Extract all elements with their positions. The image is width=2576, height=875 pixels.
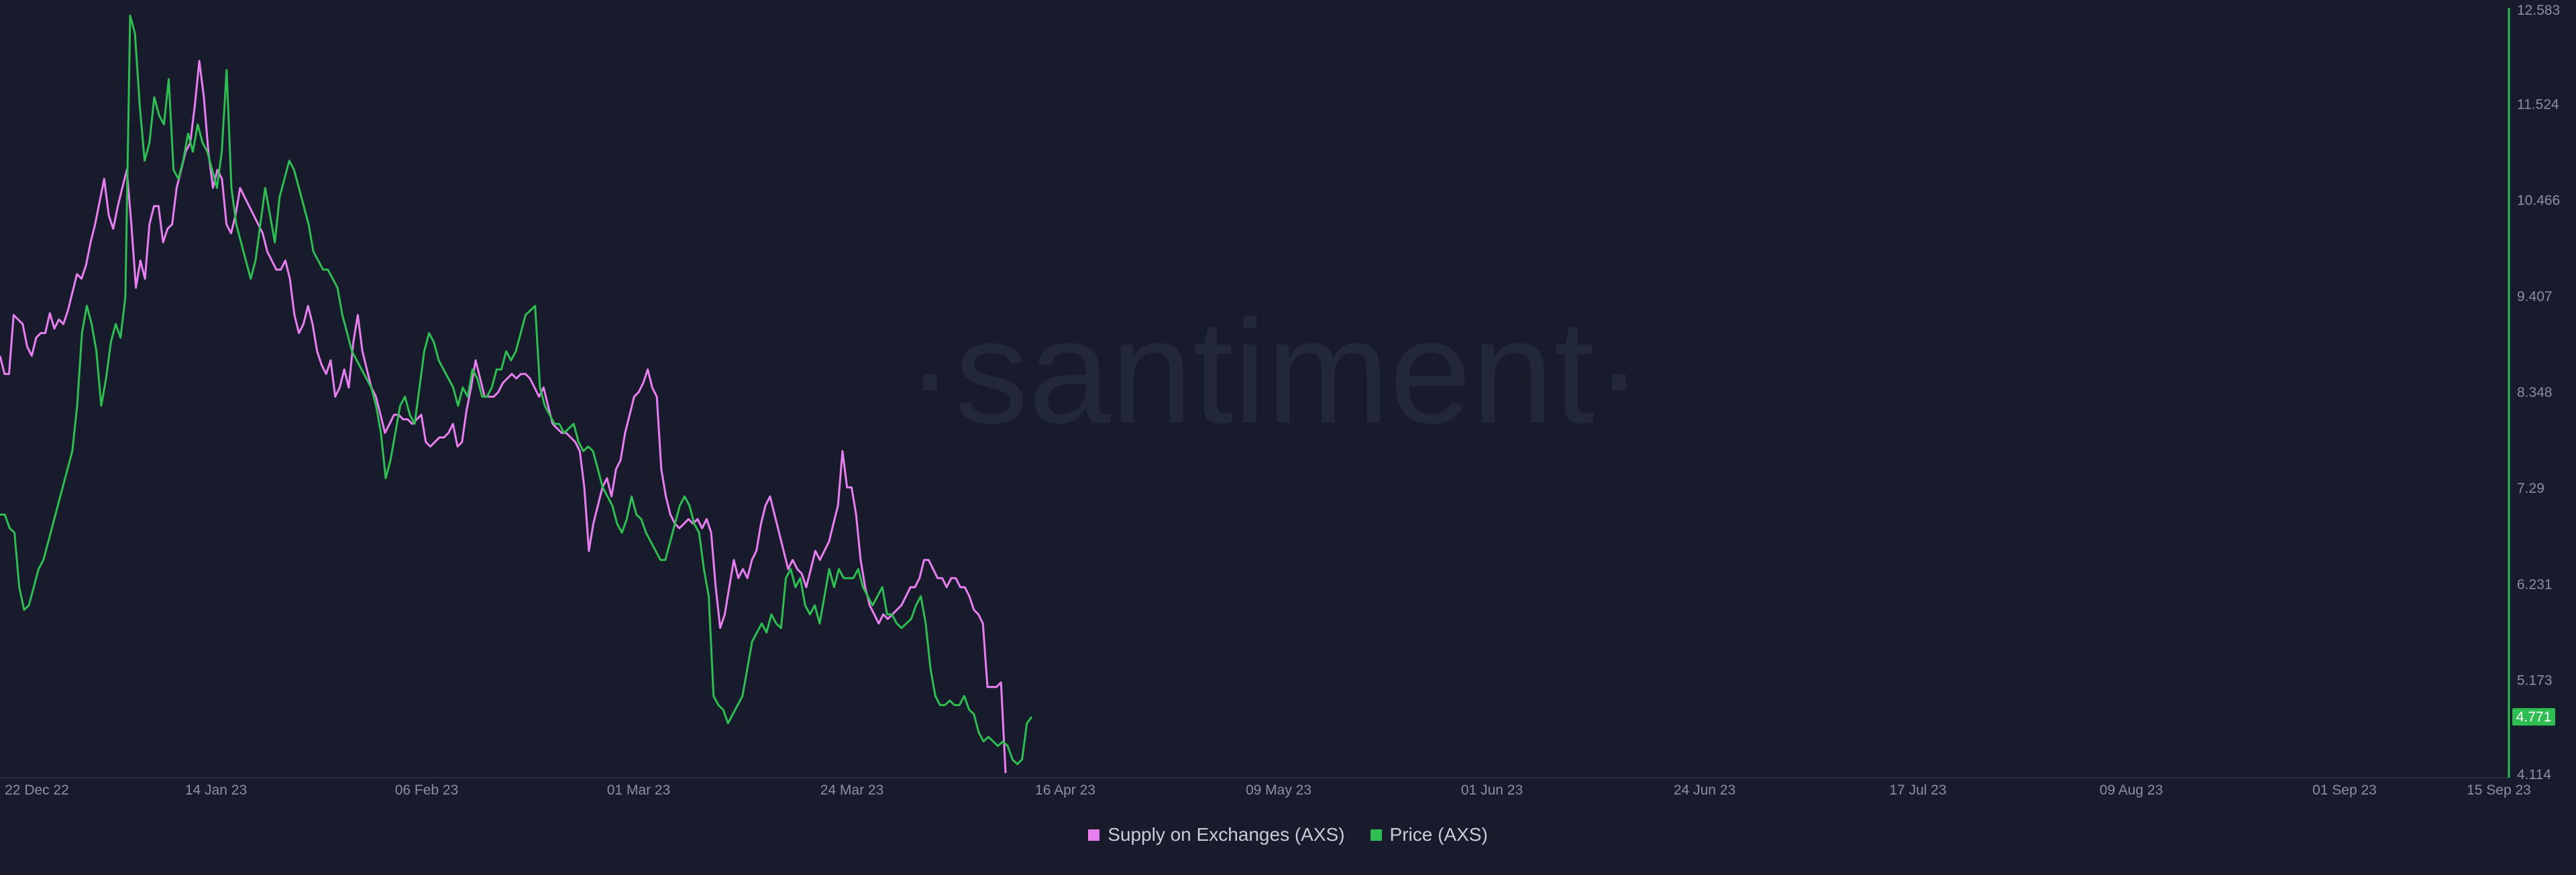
y-tick-label: 6.231 (2517, 577, 2553, 593)
x-axis-ticks: 22 Dec 22 14 Jan 23 06 Feb 23 01 Mar 23 24 M… (5, 782, 2531, 798)
santiment-watermark: ·santiment· (906, 289, 1644, 454)
x-tick-label: 24 Jun 23 (1674, 782, 1735, 798)
x-tick-label: 09 Aug 23 (2100, 782, 2163, 798)
legend-label-supply: Supply on Exchanges (AXS) (1108, 824, 1345, 845)
current-price-marker: 4.771 (2512, 708, 2555, 726)
x-tick-label: 17 Jul 23 (1889, 782, 1946, 798)
y-tick-label: 4.114 (2517, 767, 2551, 782)
legend-item-price[interactable]: Price (AXS) (1370, 824, 1488, 845)
legend-swatch-price (1370, 829, 1382, 841)
y-tick-label: 5.173 (2517, 673, 2553, 689)
legend-label-price: Price (AXS) (1389, 824, 1488, 845)
chart-legend: Supply on Exchanges (AXS) Price (AXS) (0, 824, 2576, 845)
x-tick-label: 06 Feb 23 (395, 782, 459, 798)
x-tick-label: 15 Sep 23 (2467, 782, 2531, 798)
x-tick-label: 01 Jun 23 (1461, 782, 1523, 798)
y-tick-label: 7.29 (2517, 481, 2544, 496)
y-tick-label: 11.524 (2517, 97, 2559, 112)
y-tick-label: 12.583 (2517, 3, 2560, 18)
x-tick-label: 01 Sep 23 (2312, 782, 2377, 798)
price-line (0, 14, 1033, 766)
y-tick-label: 8.348 (2517, 385, 2553, 400)
current-price-badge (2512, 708, 2555, 726)
x-tick-label: 22 Dec 22 (5, 782, 69, 798)
legend-swatch-supply (1088, 829, 1100, 841)
x-tick-label: 16 Apr 23 (1035, 782, 1095, 798)
x-tick-label: 24 Mar 23 (820, 782, 884, 798)
y-tick-label: 9.407 (2517, 289, 2553, 304)
legend-item-supply[interactable]: Supply on Exchanges (AXS) (1088, 824, 1345, 845)
y-tick-label: 10.466 (2517, 192, 2560, 208)
right-axis-ticks: 12.583 11.524 10.466 9.407 8.348 7.29 6.231 5.1… (2517, 3, 2560, 782)
series-layer (0, 14, 1033, 774)
current-price-label: 4.771 (2516, 709, 2552, 725)
supply-on-exchanges-line (0, 60, 1007, 774)
x-tick-label: 09 May 23 (1246, 782, 1311, 798)
x-tick-label: 14 Jan 23 (185, 782, 247, 798)
x-tick-label: 01 Mar 23 (607, 782, 671, 798)
